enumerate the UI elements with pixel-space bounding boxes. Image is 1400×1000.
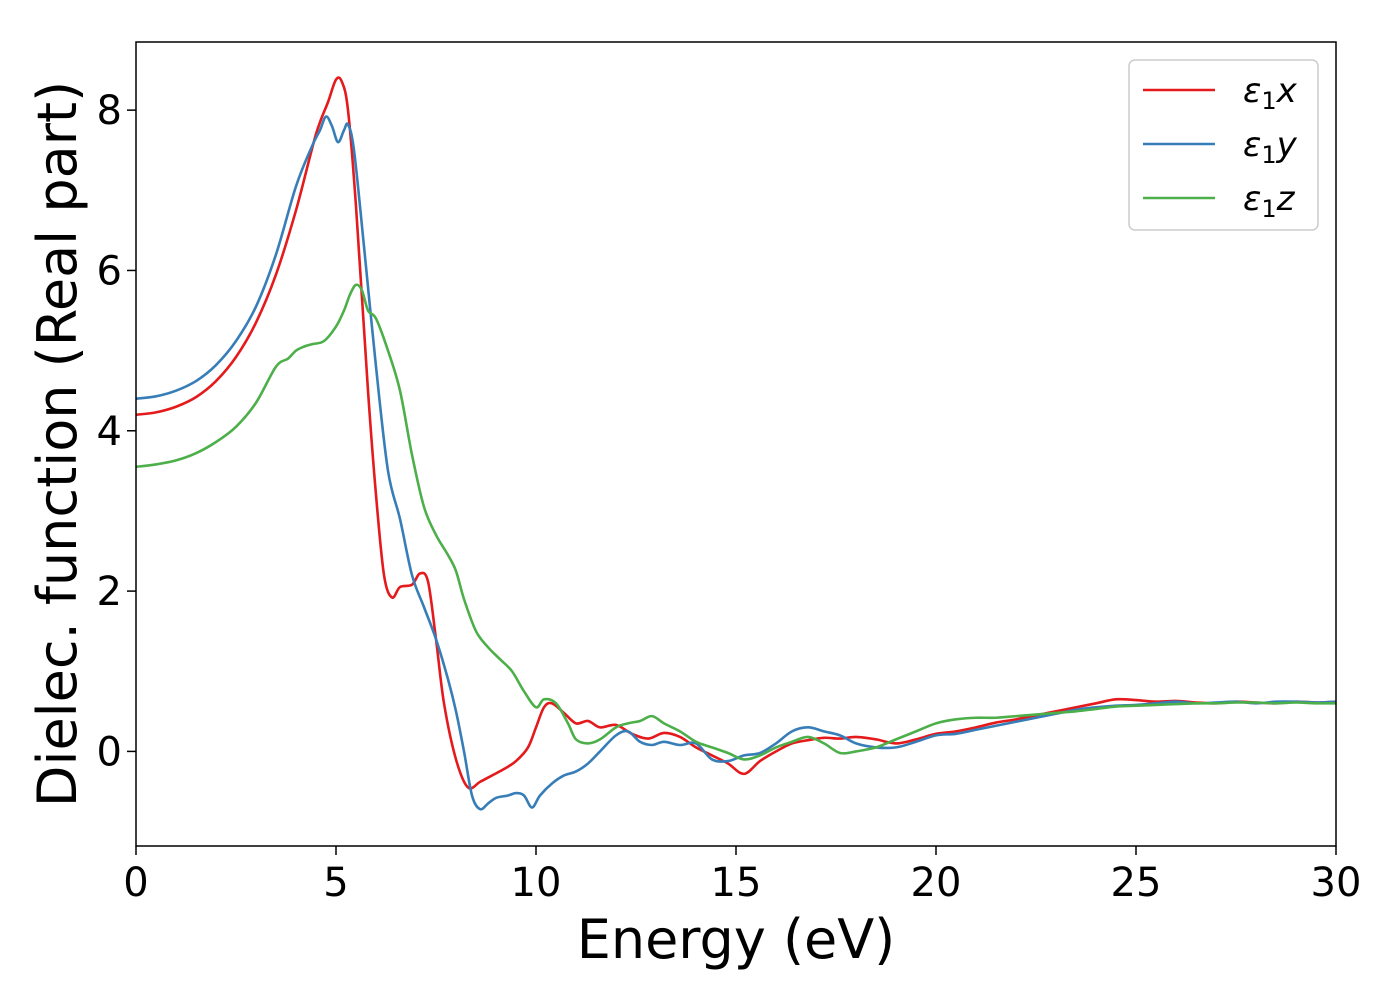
legend-box [1128,59,1319,231]
y-tick-label: 4 [97,409,122,455]
y-axis-label: Dielec. function (Real part) [26,81,89,807]
y-tick-label: 2 [97,569,122,615]
series-line-x [136,76,1336,790]
y-tick-label: 8 [97,88,122,134]
x-tick-label: 0 [123,860,148,906]
x-tick-label: 30 [1311,860,1362,906]
x-tick-label: 20 [911,860,962,906]
x-tick-label: 15 [711,860,762,906]
x-axis-label: Energy (eV) [577,908,896,971]
plot-area [136,76,1336,811]
legend-label-z: ε1z [1243,179,1296,223]
legend-label-y: ε1y [1243,125,1298,169]
series-line-z [136,283,1336,761]
y-axis: 0 2 4 6 8 [97,88,136,775]
legend: ε1x ε1y ε1z [1128,59,1319,231]
x-tick-label: 25 [1111,860,1162,906]
legend-label-x: ε1x [1243,71,1298,115]
y-tick-label: 6 [97,248,122,294]
x-axis: 0 5 10 15 20 25 30 [123,846,1361,906]
x-tick-label: 5 [323,860,348,906]
y-tick-label: 0 [97,729,122,775]
x-tick-label: 10 [511,860,562,906]
